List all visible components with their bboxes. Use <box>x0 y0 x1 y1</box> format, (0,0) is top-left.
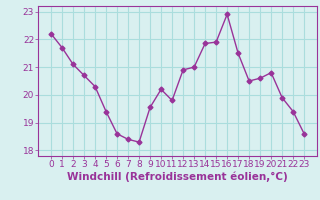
X-axis label: Windchill (Refroidissement éolien,°C): Windchill (Refroidissement éolien,°C) <box>67 172 288 182</box>
